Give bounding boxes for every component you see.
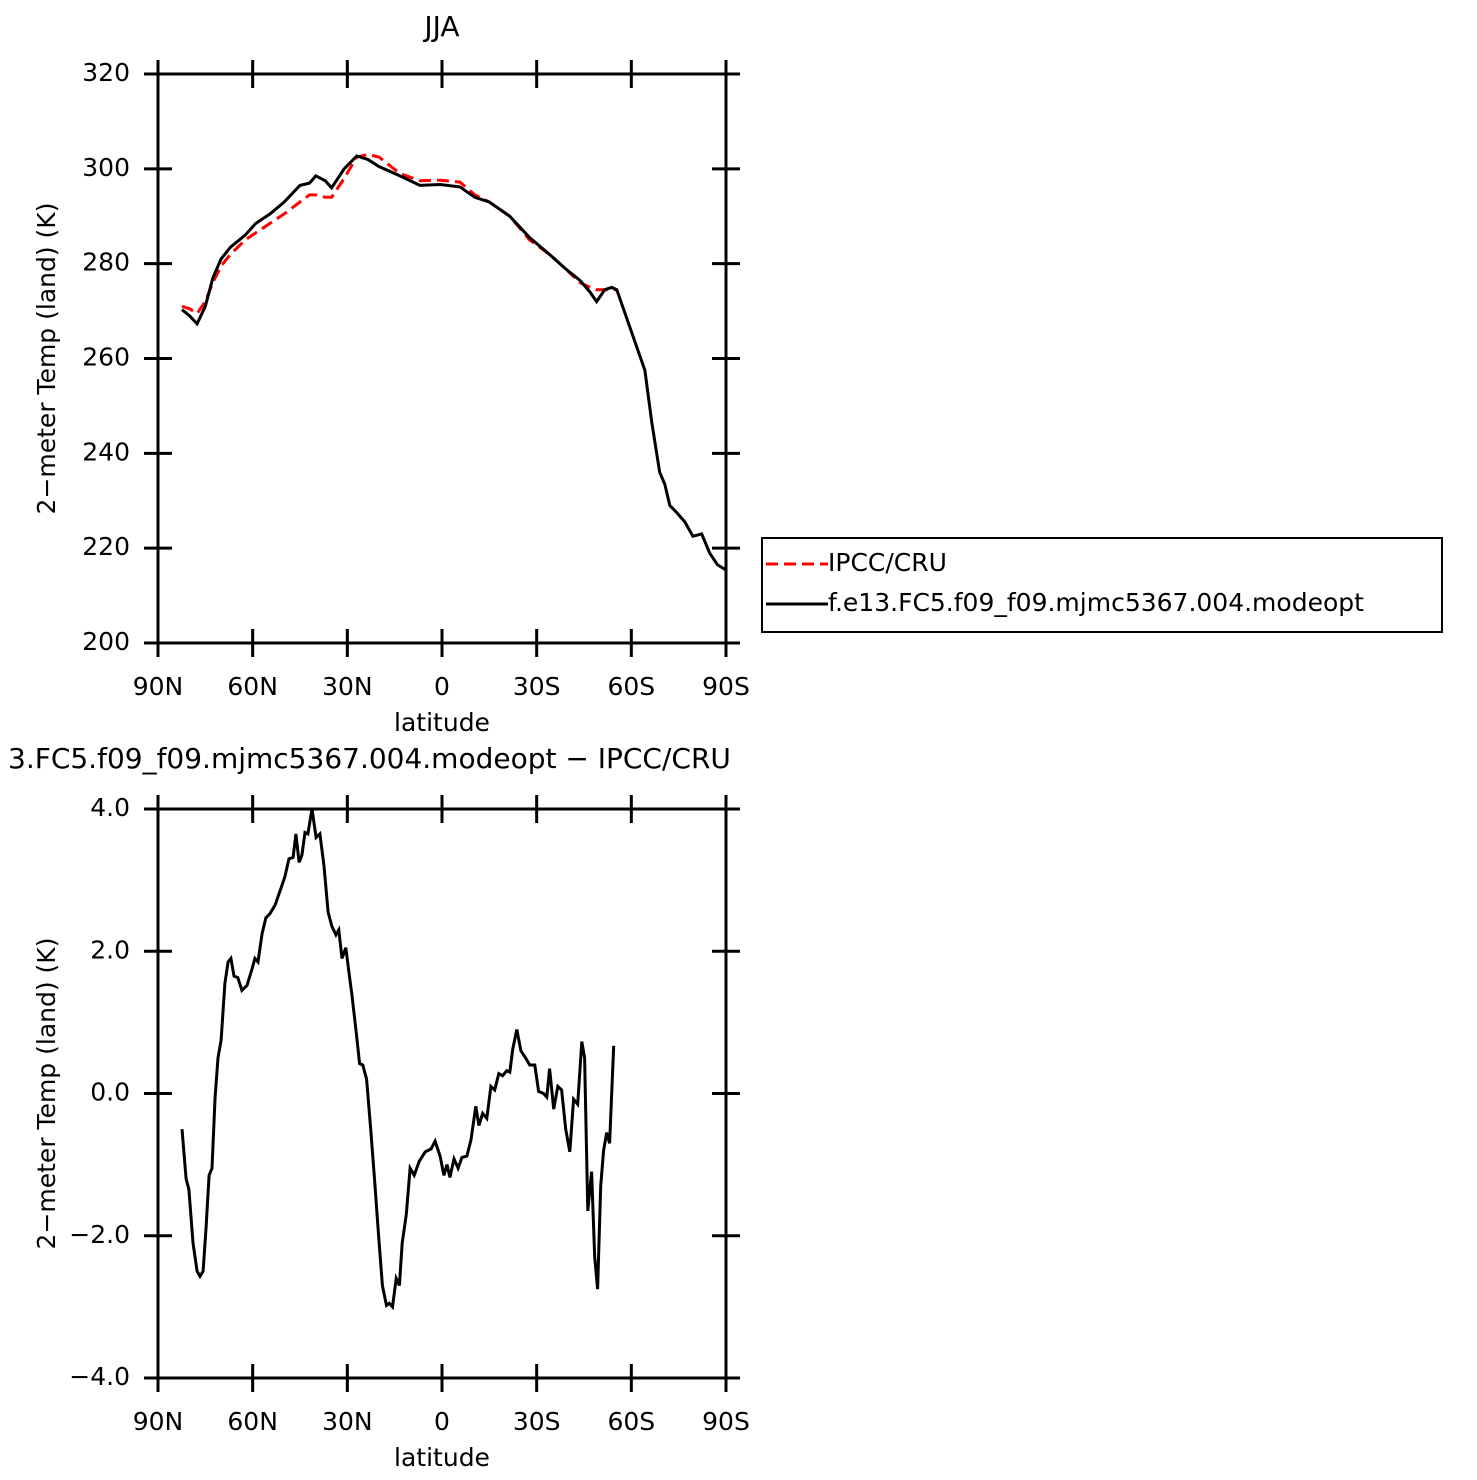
y-tick-label: 300 bbox=[82, 153, 130, 182]
x-tick-label: 0 bbox=[434, 672, 450, 701]
x-tick-label: 60S bbox=[607, 672, 655, 701]
y-tick-label: 260 bbox=[82, 343, 130, 372]
data-line bbox=[180, 808, 616, 1311]
x-tick-label: 30S bbox=[513, 672, 561, 701]
data-line bbox=[181, 154, 726, 571]
x-tick-label: 90S bbox=[702, 1407, 750, 1436]
x-tick-label: 0 bbox=[434, 1407, 450, 1436]
y-tick-label: 0.0 bbox=[90, 1078, 130, 1107]
x-tick-label: 60N bbox=[227, 672, 278, 701]
y-tick-label: −2.0 bbox=[69, 1220, 130, 1249]
plot-frame bbox=[156, 807, 728, 1380]
x-tick-label: 90S bbox=[702, 672, 750, 701]
y-tick-label: 200 bbox=[82, 627, 130, 656]
y-tick-label: 320 bbox=[82, 58, 130, 87]
y-tick-label: −4.0 bbox=[69, 1362, 130, 1391]
x-axis-label: latitude bbox=[394, 708, 490, 737]
y-axis-label: 2−meter Temp (land) (K) bbox=[32, 203, 61, 515]
x-tick-label: 30N bbox=[322, 672, 373, 701]
x-tick-label: 90N bbox=[133, 672, 184, 701]
legend-box bbox=[761, 537, 1443, 633]
x-tick-label: 90N bbox=[133, 1407, 184, 1436]
legend-label: f.e13.FC5.f09_f09.mjmc5367.004.modeopt bbox=[828, 588, 1364, 617]
y-tick-label: 4.0 bbox=[90, 793, 130, 822]
x-tick-label: 60S bbox=[607, 1407, 655, 1436]
x-tick-label: 30S bbox=[513, 1407, 561, 1436]
y-axis-label: 2−meter Temp (land) (K) bbox=[32, 938, 61, 1250]
y-tick-label: 2.0 bbox=[90, 935, 130, 964]
chart-title: JJA bbox=[422, 10, 459, 43]
x-tick-label: 30N bbox=[322, 1407, 373, 1436]
y-tick-label: 220 bbox=[82, 532, 130, 561]
x-tick-label: 60N bbox=[227, 1407, 278, 1436]
legend-label: IPCC/CRU bbox=[828, 548, 947, 577]
chart-title: 3.FC5.f09_f09.mjmc5367.004.modeopt − IPC… bbox=[8, 742, 731, 775]
y-tick-label: 240 bbox=[82, 437, 130, 466]
x-axis-label: latitude bbox=[394, 1443, 490, 1472]
y-tick-label: 280 bbox=[82, 248, 130, 277]
